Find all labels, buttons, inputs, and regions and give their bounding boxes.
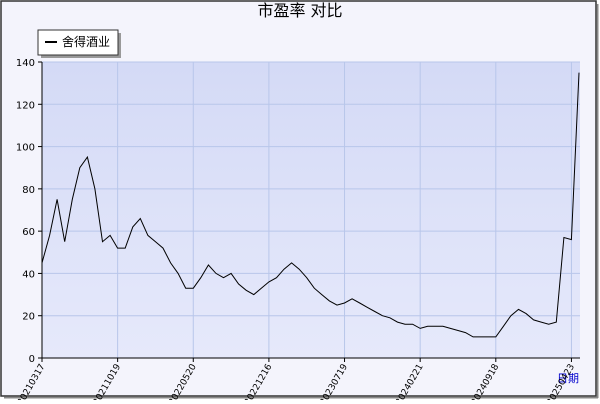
y-tick-label: 120 — [16, 100, 35, 111]
series-line — [41, 72, 580, 338]
y-tick-label: 40 — [22, 269, 35, 280]
y-tick-label: 60 — [22, 227, 35, 238]
plot-area — [42, 62, 580, 358]
x-axis-label: 日期 — [557, 372, 579, 385]
y-tick-label: 80 — [22, 185, 35, 196]
y-tick-label: 140 — [16, 58, 35, 69]
legend-label: 舍得酒业 — [62, 34, 110, 49]
y-tick-label: 100 — [16, 143, 35, 154]
y-tick-label: 20 — [22, 312, 35, 323]
y-tick-label: 0 — [29, 354, 35, 365]
chart-title: 市盈率 对比 — [257, 1, 342, 20]
